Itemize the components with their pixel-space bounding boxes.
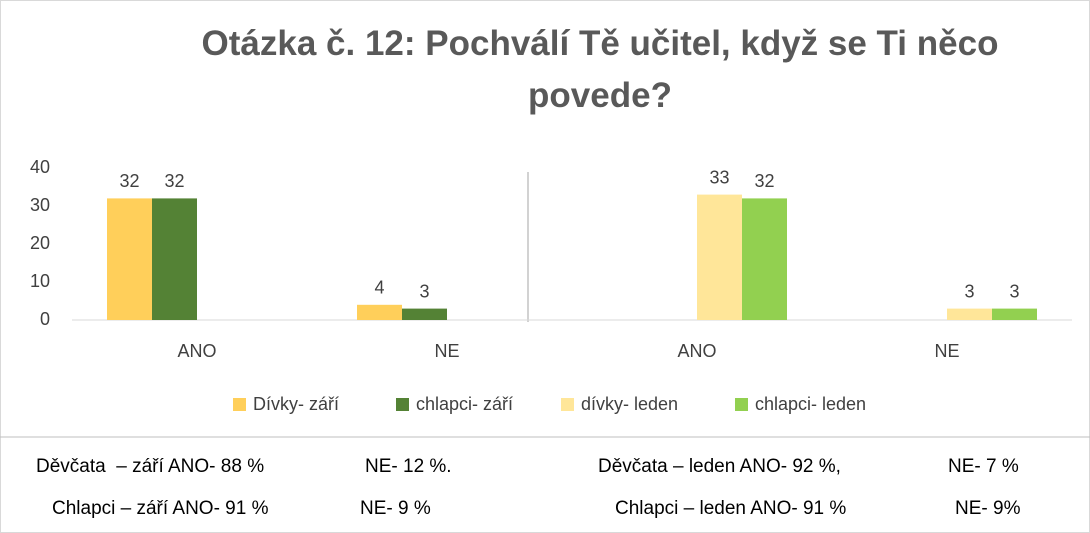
data-label: 3 [964, 281, 974, 301]
bar [697, 194, 742, 320]
legend-swatch [561, 398, 574, 411]
legend-swatch [735, 398, 748, 411]
note: Chlapci – září ANO- 91 % [52, 498, 269, 519]
data-label: 3 [1009, 281, 1019, 301]
legend-label: chlapci- leden [755, 394, 866, 414]
legend-swatch [233, 398, 246, 411]
x-tick-label: ANO [677, 341, 716, 361]
note: Děvčata – leden ANO- 92 %, [598, 456, 841, 477]
note: Děvčata – září ANO- 88 % [36, 456, 265, 477]
bar [992, 308, 1037, 320]
bar [402, 308, 447, 320]
bar [357, 304, 402, 320]
note: NE- 12 %. [365, 456, 452, 477]
bar [742, 198, 787, 320]
note: NE- 7 % [948, 456, 1019, 477]
bar [947, 308, 992, 320]
data-label: 3 [419, 281, 429, 301]
legend-label: Dívky- září [253, 394, 339, 414]
bar [107, 198, 152, 320]
note: Chlapci – leden ANO- 91 % [615, 498, 847, 519]
y-tick-label: 40 [30, 157, 50, 177]
data-label: 32 [754, 171, 774, 191]
data-label: 4 [374, 278, 384, 298]
legend-label: dívky- leden [581, 394, 678, 414]
y-tick-label: 30 [30, 195, 50, 215]
legend-swatch [396, 398, 409, 411]
y-tick-label: 0 [40, 309, 50, 329]
y-tick-label: 10 [30, 271, 50, 291]
note: NE- 9% [955, 498, 1021, 519]
note: NE- 9 % [360, 498, 431, 519]
chart-title: Otázka č. 12: Pochválí Tě učitel, když s… [201, 24, 999, 115]
x-tick-label: NE [934, 341, 959, 361]
x-tick-label: NE [434, 341, 459, 361]
x-tick-label: ANO [177, 341, 216, 361]
y-tick-label: 20 [30, 233, 50, 253]
bar [152, 198, 197, 320]
legend-label: chlapci- září [416, 394, 513, 414]
data-label: 32 [164, 171, 184, 191]
data-label: 33 [709, 167, 729, 187]
data-label: 32 [119, 171, 139, 191]
